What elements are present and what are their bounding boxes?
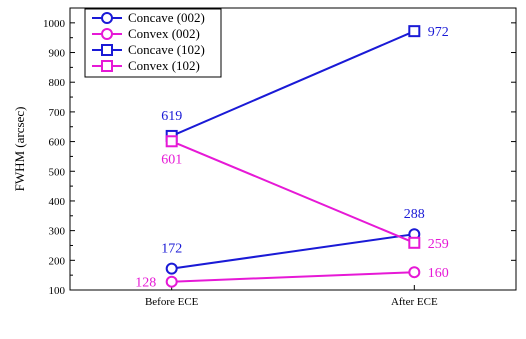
square-marker xyxy=(165,135,178,148)
data-label: 619 xyxy=(161,109,182,124)
y-axis-title: FWHM (arcsec) xyxy=(12,107,27,192)
y-axis: 100 200 300 400 500 600 700 800 900 1000 xyxy=(43,18,516,297)
series-convex-002: 128 160 xyxy=(135,266,449,291)
series-line xyxy=(171,233,415,270)
data-label: 128 xyxy=(135,276,156,291)
x-tick-label: Before ECE xyxy=(145,296,199,308)
series-line xyxy=(171,30,415,137)
legend-square-marker xyxy=(101,44,113,56)
y-tick-label: 1000 xyxy=(43,18,66,30)
series-concave-002: 172 288 xyxy=(161,207,425,275)
plot-border xyxy=(69,7,517,291)
square-marker xyxy=(408,25,421,38)
series-convex-102: 601 259 xyxy=(161,135,449,252)
y-tick-label: 100 xyxy=(49,285,66,297)
circle-marker xyxy=(408,266,421,279)
legend-label: Concave (102) xyxy=(128,42,205,57)
legend-label: Concave (002) xyxy=(128,10,205,25)
x-tick-label: After ECE xyxy=(391,296,438,308)
y-tick-label: 200 xyxy=(49,255,66,267)
y-tick-label: 700 xyxy=(49,107,66,119)
series-line xyxy=(171,140,415,244)
y-tick-label: 800 xyxy=(49,77,66,89)
y-tick-label: 300 xyxy=(49,226,66,238)
series-line xyxy=(171,271,415,283)
legend-circle-marker xyxy=(101,28,113,40)
plot-frame xyxy=(69,7,517,291)
legend-circle-marker xyxy=(101,12,113,24)
data-label: 259 xyxy=(428,237,449,252)
data-label: 288 xyxy=(404,207,425,222)
y-tick-label: 900 xyxy=(49,48,66,60)
y-tick-label: 400 xyxy=(49,196,66,208)
data-label: 160 xyxy=(428,266,449,281)
legend-square-marker xyxy=(101,60,113,72)
circle-marker xyxy=(165,262,178,275)
legend-label: Convex (002) xyxy=(128,26,200,41)
x-axis: Before ECE After ECE xyxy=(145,285,438,308)
data-label: 601 xyxy=(161,152,182,167)
legend: Concave (002)Convex (002)Concave (102)Co… xyxy=(84,8,222,78)
data-label: 972 xyxy=(428,25,449,40)
legend-label: Convex (102) xyxy=(128,58,200,73)
data-label: 172 xyxy=(161,242,182,257)
y-tick-label: 500 xyxy=(49,166,66,178)
circle-marker xyxy=(165,275,178,288)
square-marker xyxy=(408,236,421,249)
series-layer: 172 288 128 160 619 972 601 259 xyxy=(135,25,449,291)
y-tick-label: 600 xyxy=(49,137,66,149)
